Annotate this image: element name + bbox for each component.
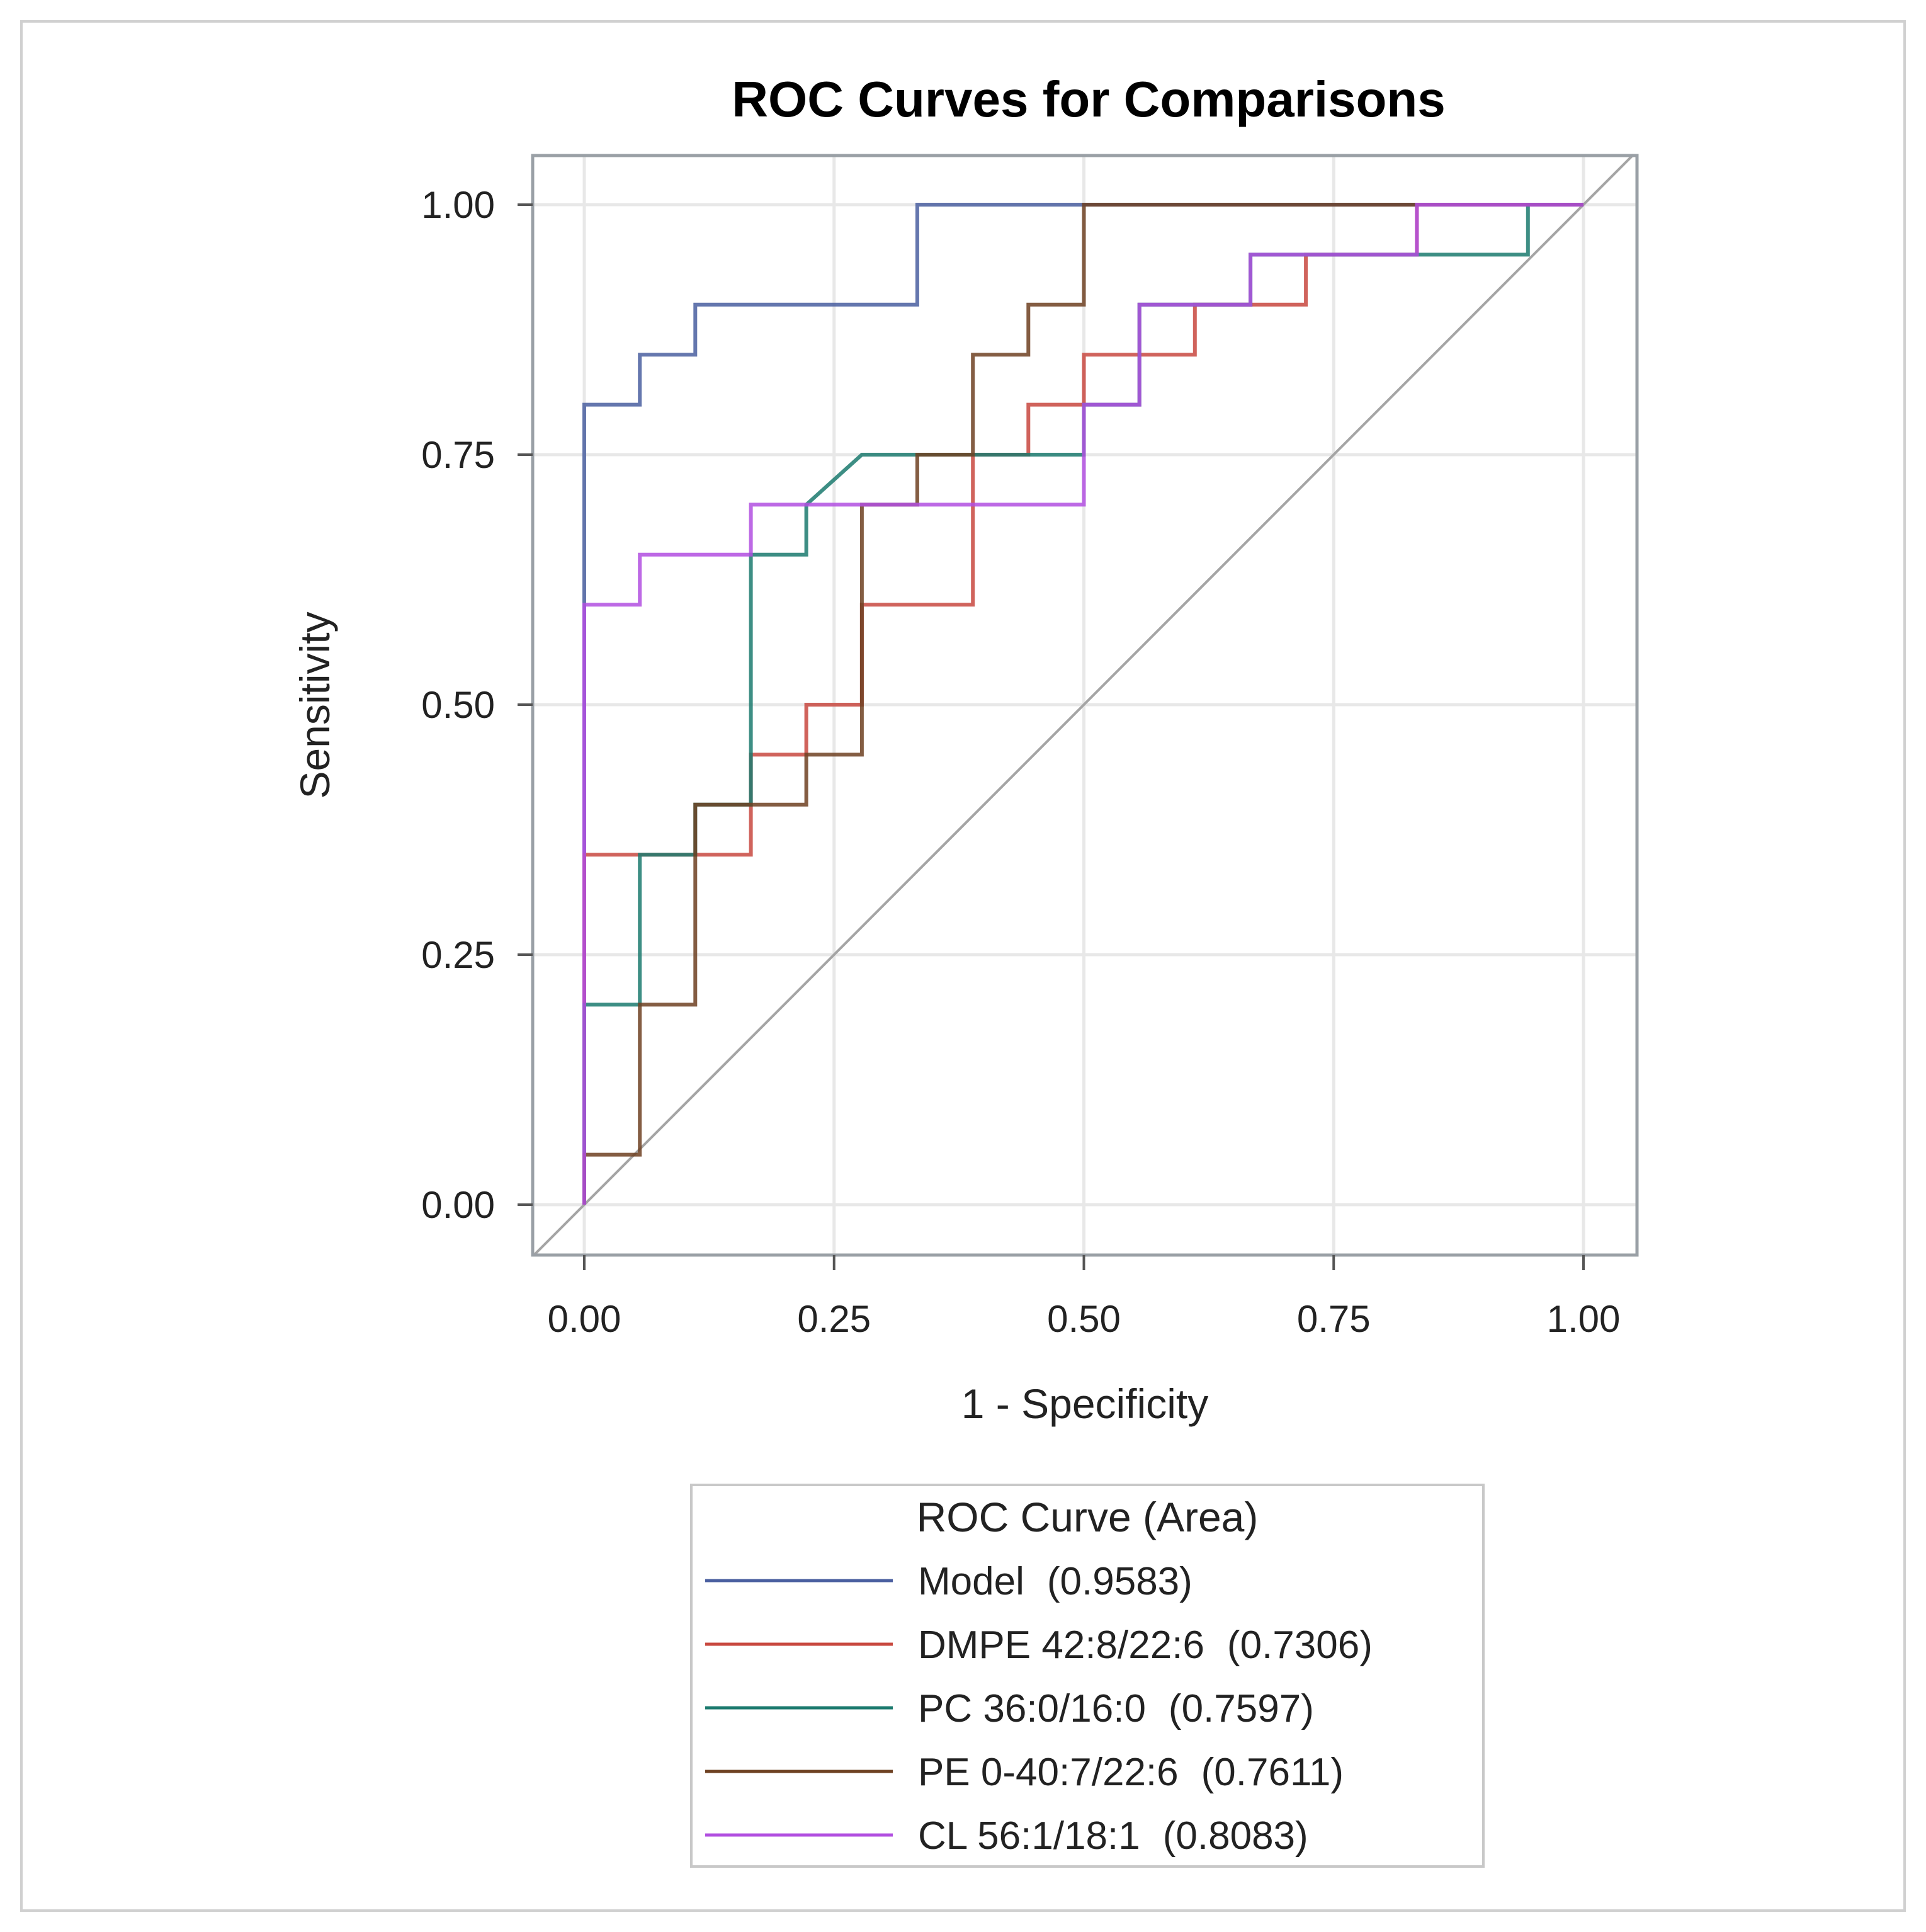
legend-label-2: PC 36:0/16:0 bbox=[918, 1687, 1146, 1730]
legend-area-0: (0.9583) bbox=[1047, 1560, 1192, 1603]
legend-items: Model (0.9583) DMPE 42:8/22:6 (0.7306) PC 36… bbox=[705, 1560, 1373, 1858]
y-tick-label-0: 0.00 bbox=[421, 1184, 495, 1226]
y-tick-label-2: 0.50 bbox=[421, 684, 495, 726]
legend-box bbox=[690, 1484, 1485, 1868]
legend-label-3: PE 0-40:7/22:6 bbox=[918, 1751, 1179, 1794]
chart-title: ROC Curves for Comparisons bbox=[732, 71, 1446, 127]
legend-area-3: (0.7611) bbox=[1201, 1751, 1344, 1794]
series-line-4 bbox=[582, 203, 1583, 1205]
legend-area-2: (0.7597) bbox=[1169, 1687, 1314, 1730]
y-tick-label-4: 1.00 bbox=[421, 184, 495, 226]
legend: ROC Curve (Area) Model (0.9583) DMPE 42:8/… bbox=[690, 1484, 1485, 1868]
legend-area-4: (0.8083) bbox=[1163, 1814, 1308, 1858]
x-tick-label-1: 0.25 bbox=[797, 1298, 871, 1340]
legend-label-1: DMPE 42:8/22:6 bbox=[918, 1623, 1204, 1667]
reference-diagonal bbox=[533, 154, 1634, 1256]
series-line-0 bbox=[582, 203, 1583, 1205]
x-axis-ticks: 0.00 0.25 0.50 0.75 1.00 bbox=[548, 1255, 1621, 1340]
plot-area bbox=[531, 154, 1639, 1257]
series-lines bbox=[582, 203, 1583, 1205]
y-tick-label-3: 0.75 bbox=[421, 434, 495, 476]
x-tick-label-4: 1.00 bbox=[1547, 1298, 1621, 1340]
x-axis-label: 1 - Specificity bbox=[961, 1380, 1208, 1427]
y-tick-label-1: 0.25 bbox=[421, 934, 495, 976]
legend-label-4: CL 56:1/18:1 bbox=[918, 1814, 1140, 1858]
legend-label-0: Model bbox=[918, 1560, 1024, 1603]
x-tick-label-3: 0.75 bbox=[1297, 1298, 1371, 1340]
x-tick-label-0: 0.00 bbox=[548, 1298, 621, 1340]
y-axis-ticks: 0.00 0.25 0.50 0.75 1.00 bbox=[421, 184, 533, 1226]
y-axis-label: Sensitivity bbox=[292, 611, 338, 798]
x-tick-label-2: 0.50 bbox=[1047, 1298, 1121, 1340]
legend-title: ROC Curve (Area) bbox=[917, 1494, 1259, 1540]
legend-area-1: (0.7306) bbox=[1227, 1623, 1373, 1667]
